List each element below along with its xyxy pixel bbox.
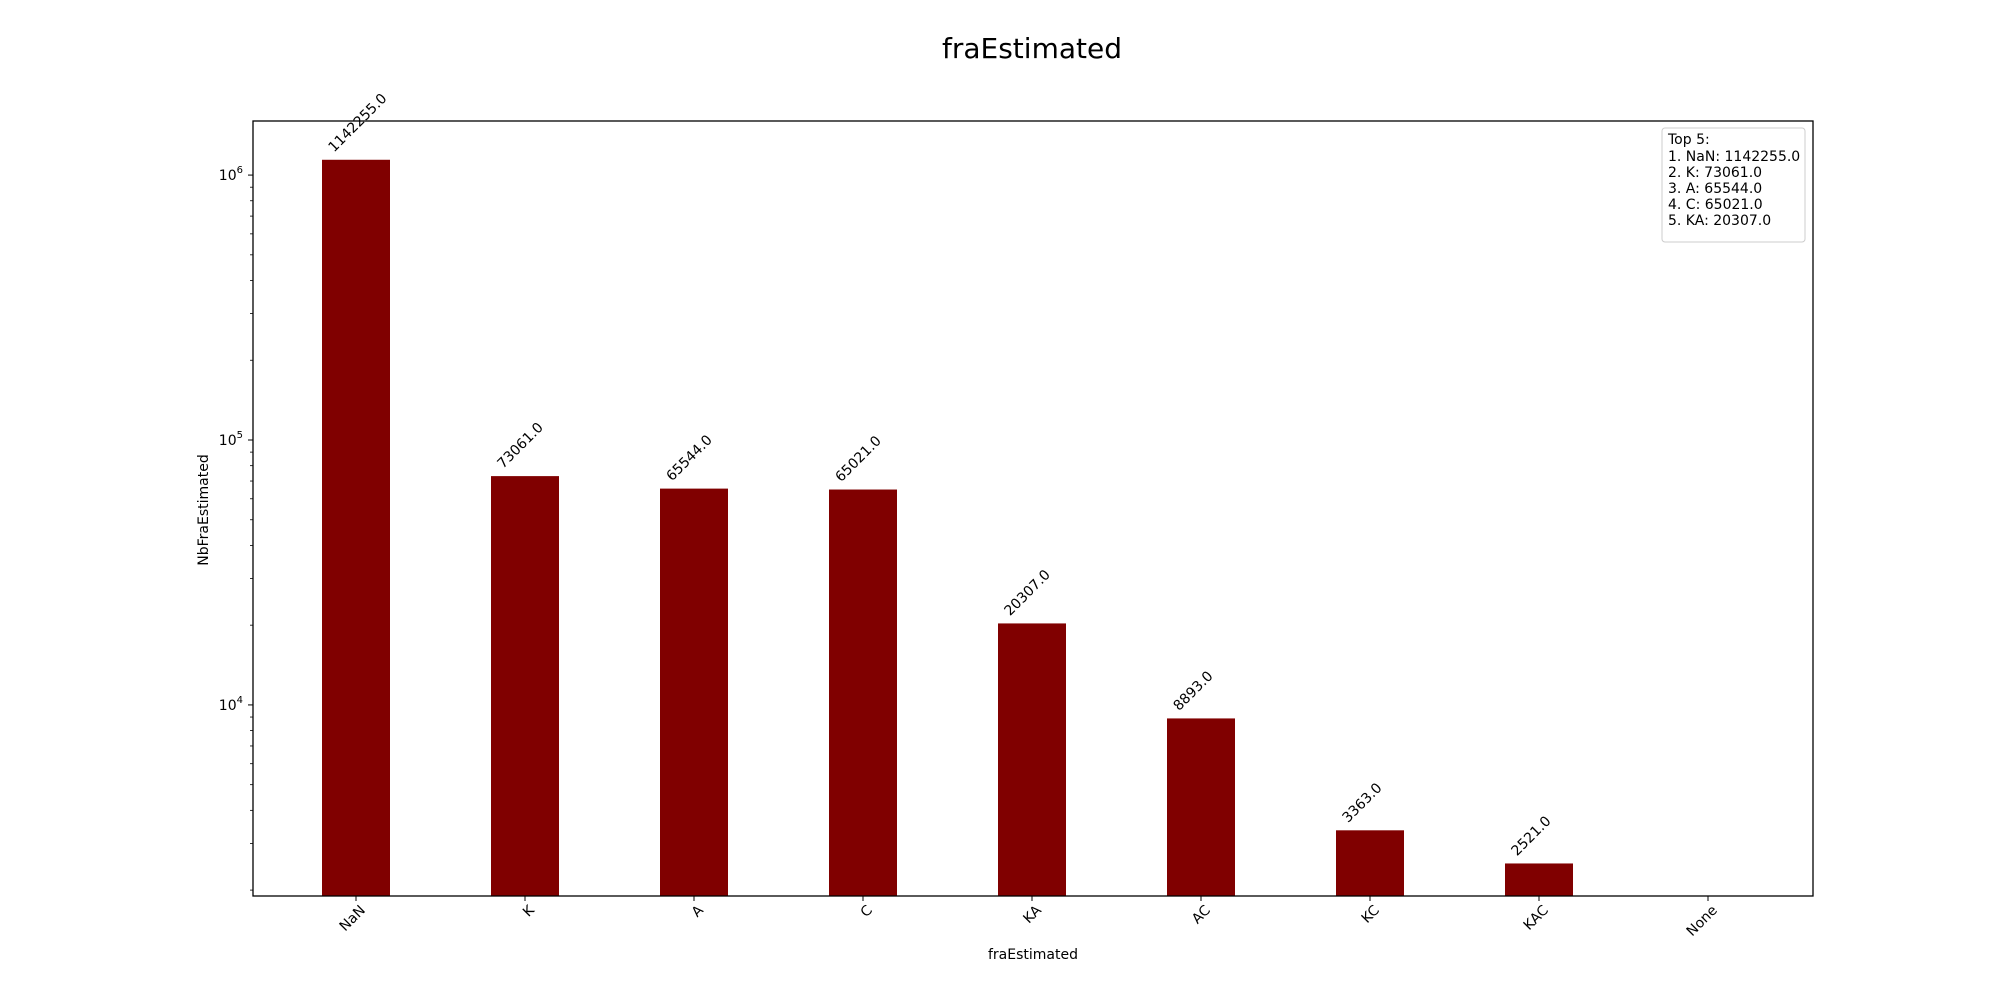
bar xyxy=(491,476,559,896)
x-axis-label: fraEstimated xyxy=(988,947,1078,963)
chart-title: fraEstimated xyxy=(942,32,1122,65)
y-tick-label: 106 xyxy=(219,165,243,184)
legend-item: 2. K: 73061.0 xyxy=(1668,165,1762,181)
bar xyxy=(1167,718,1235,896)
legend-title: Top 5: xyxy=(1667,132,1710,148)
bar xyxy=(1336,830,1404,896)
plot-frame xyxy=(252,120,1814,897)
bar xyxy=(998,623,1066,896)
bar xyxy=(660,488,728,896)
bar xyxy=(1505,863,1573,896)
legend-item: 3. A: 65544.0 xyxy=(1668,181,1762,197)
bar xyxy=(829,489,897,896)
legend-box xyxy=(1661,127,1806,243)
y-tick-label: 104 xyxy=(219,695,243,714)
legend-item: 4. C: 65021.0 xyxy=(1668,197,1763,213)
legend-item: 5. KA: 20307.0 xyxy=(1668,213,1771,229)
y-tick-label: 105 xyxy=(219,430,243,449)
y-axis-label: NbFraEstimated xyxy=(196,454,212,565)
bar xyxy=(322,159,390,897)
bars-layer xyxy=(322,159,1573,897)
y-axis-ticks: 104 105 106 xyxy=(219,165,253,891)
legend: Top 5: 1. NaN: 1142255.0 2. K: 73061.0 3… xyxy=(1661,127,1806,243)
legend-item: 1. NaN: 1142255.0 xyxy=(1668,149,1800,165)
